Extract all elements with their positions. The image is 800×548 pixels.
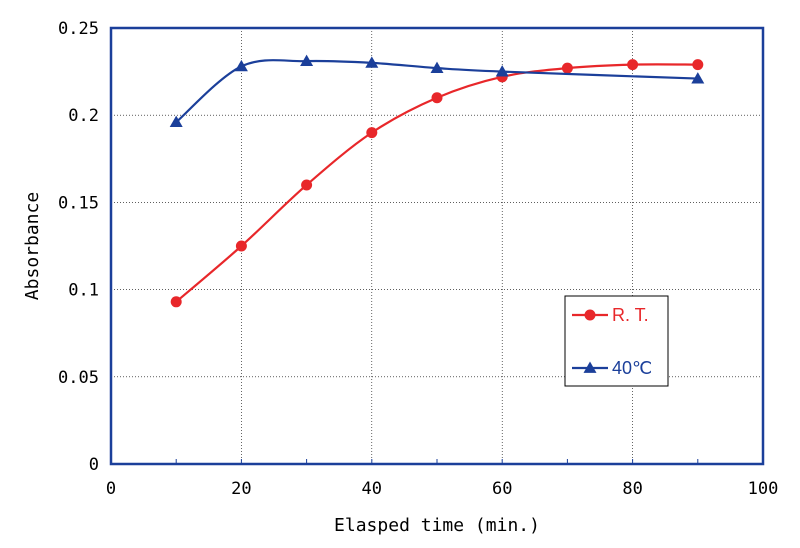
data-point bbox=[431, 92, 443, 104]
legend-label: R. T. bbox=[612, 305, 649, 325]
data-point bbox=[692, 59, 704, 71]
data-point bbox=[365, 56, 379, 68]
legend-box bbox=[564, 295, 669, 387]
legend-label: 40℃ bbox=[612, 358, 652, 378]
data-point bbox=[561, 62, 573, 74]
series-layer bbox=[169, 54, 705, 308]
x-tick-label: 40 bbox=[362, 479, 382, 499]
legend-marker bbox=[584, 309, 596, 321]
legend-marker bbox=[583, 361, 597, 373]
data-point bbox=[366, 127, 378, 139]
data-point bbox=[169, 115, 183, 128]
data-point bbox=[627, 59, 639, 71]
x-tick-label: 100 bbox=[748, 479, 779, 499]
y-tick-label: 0.1 bbox=[68, 281, 99, 301]
data-point bbox=[301, 179, 313, 191]
legend: R. T. 40℃ bbox=[564, 295, 669, 387]
series-0 bbox=[170, 59, 704, 308]
data-point bbox=[495, 65, 509, 77]
data-point bbox=[691, 72, 705, 84]
y-tick-label: 0 bbox=[89, 455, 99, 475]
y-tick-label: 0.2 bbox=[68, 106, 99, 126]
data-point bbox=[170, 296, 182, 308]
legend-item: 40℃ bbox=[572, 358, 652, 378]
data-point bbox=[430, 61, 444, 73]
x-tick-label: 20 bbox=[231, 479, 251, 499]
data-point bbox=[300, 54, 314, 67]
x-tick-label: 60 bbox=[492, 479, 512, 499]
x-tick-label: 80 bbox=[622, 479, 642, 499]
legend-item: R. T. bbox=[572, 305, 649, 325]
data-point bbox=[235, 240, 247, 252]
series-1 bbox=[169, 54, 705, 128]
data-point bbox=[234, 59, 248, 72]
y-tick-label: 0.05 bbox=[58, 368, 99, 388]
axis-ticks: 0 20 40 60 80 100 0 0.05 0.1 0.15 0.2 0.25 bbox=[58, 19, 778, 499]
x-axis-title: Elasped time (min.) bbox=[334, 515, 540, 536]
y-axis-title: Absorbance bbox=[22, 192, 43, 300]
plot-area-frame bbox=[109, 26, 765, 466]
x-tick-label: 0 bbox=[106, 479, 116, 499]
y-tick-label: 0.25 bbox=[58, 19, 99, 39]
y-tick-label: 0.15 bbox=[58, 193, 99, 213]
